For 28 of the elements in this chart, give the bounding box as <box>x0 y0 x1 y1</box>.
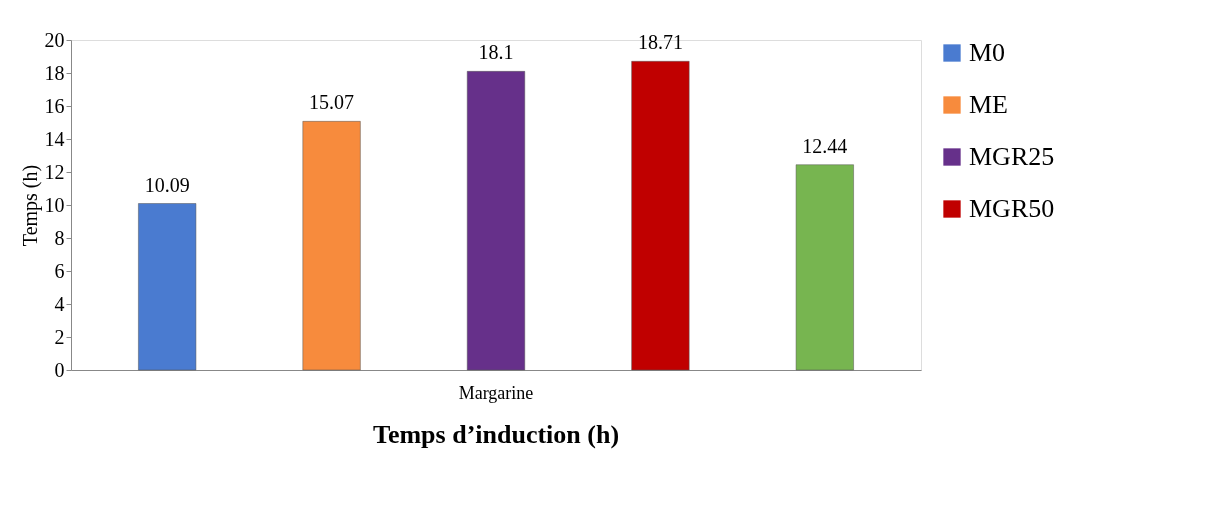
data-label: 10.09 <box>144 173 190 196</box>
legend-label: ME <box>969 90 1008 119</box>
legend-label: M0 <box>969 38 1006 67</box>
data-label: 18.71 <box>637 31 683 54</box>
legend-label: MGR25 <box>969 142 1055 171</box>
y-tick-label: 12 <box>44 160 65 183</box>
bar <box>795 164 854 371</box>
y-tick-label: 4 <box>54 292 65 315</box>
y-tick-label: 8 <box>54 226 65 249</box>
y-tick-label: 0 <box>54 358 65 381</box>
bar <box>302 121 361 371</box>
y-tick-label: 16 <box>44 94 65 117</box>
x-tick-label: Margarine <box>458 382 534 403</box>
y-tick-label: 6 <box>54 259 65 282</box>
y-tick-label: 18 <box>44 61 65 84</box>
y-tick-label: 10 <box>44 193 65 216</box>
y-tick-label: 2 <box>54 325 65 348</box>
bar <box>466 71 526 371</box>
data-label: 15.07 <box>309 91 355 114</box>
y-axis-title: Temps (h) <box>18 164 42 247</box>
bar <box>138 203 197 371</box>
y-tick-label: 20 <box>44 28 65 51</box>
data-label: 18.1 <box>478 41 514 64</box>
legend-label: MGR50 <box>969 194 1055 223</box>
y-tick-label: 14 <box>44 127 65 150</box>
bar <box>631 61 690 371</box>
text: Temps d’induction (h) <box>372 420 620 449</box>
data-label: 12.44 <box>802 134 848 157</box>
